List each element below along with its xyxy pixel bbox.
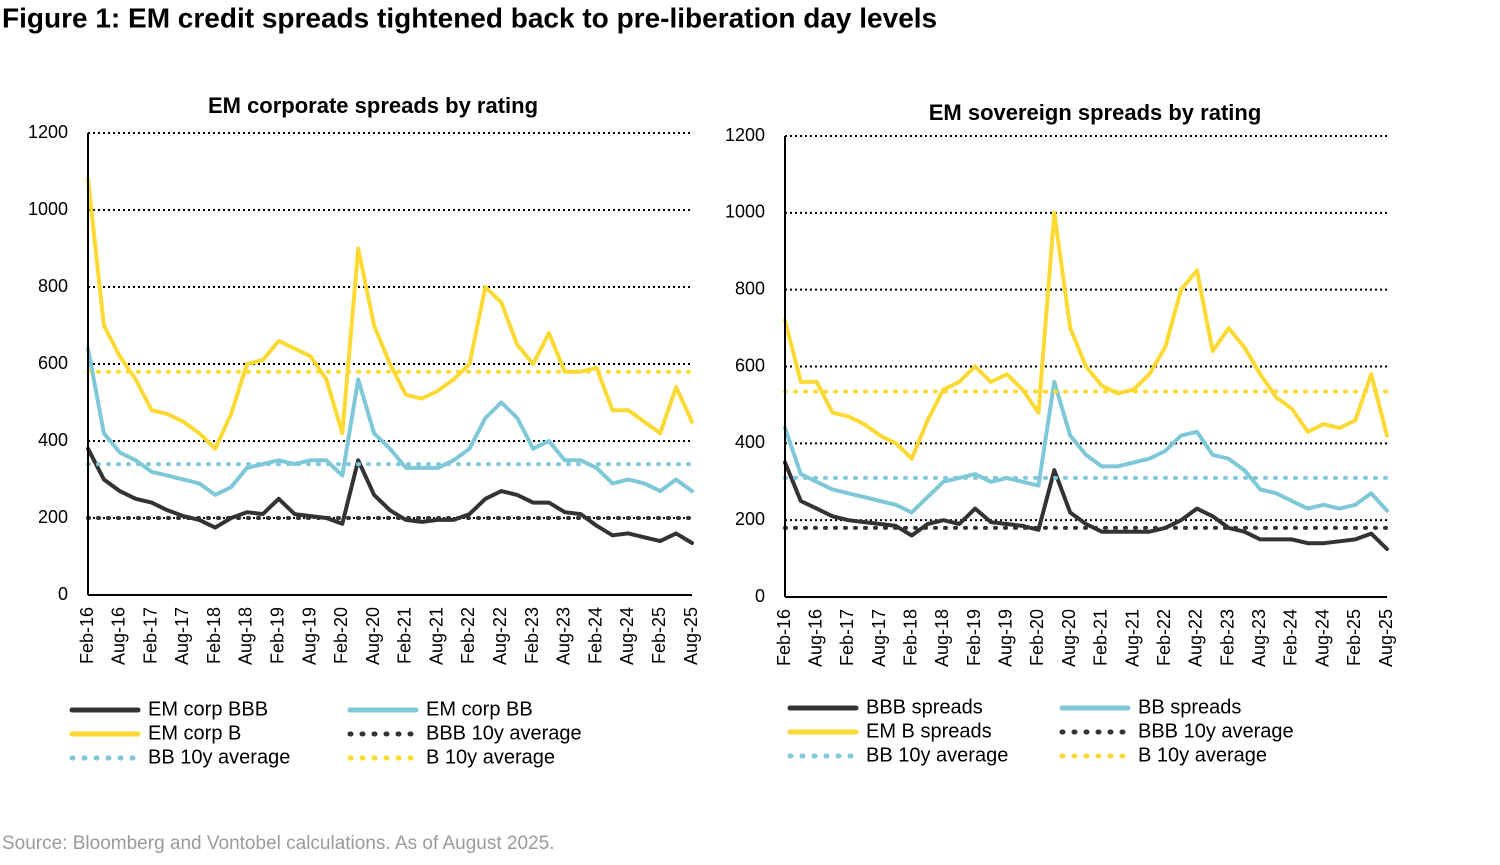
x-tick-label: Feb-22 (1154, 609, 1174, 666)
x-tick-label: Feb-25 (649, 607, 669, 664)
x-tick-label: Aug-22 (1186, 609, 1206, 667)
y-tick-label: 200 (735, 509, 765, 529)
x-tick-label: Aug-24 (617, 607, 637, 665)
x-tick-label: Feb-22 (458, 607, 478, 664)
y-tick-label: 1200 (28, 122, 68, 142)
x-tick-label: Aug-20 (1059, 609, 1079, 667)
chart-title: EM sovereign spreads by rating (929, 100, 1262, 125)
legend-label: B 10y average (1138, 744, 1267, 766)
legend-label: BBB spreads (866, 696, 983, 718)
x-tick-label: Aug-18 (932, 609, 952, 667)
y-tick-label: 1000 (725, 202, 765, 222)
x-tick-label: Feb-23 (1217, 609, 1237, 666)
x-tick-label: Feb-25 (1344, 609, 1364, 666)
y-tick-label: 400 (735, 432, 765, 452)
x-tick-label: Feb-19 (964, 609, 984, 666)
series-line (86, 346, 694, 497)
x-tick-label: Aug-23 (1249, 609, 1269, 667)
x-tick-label: Aug-17 (172, 607, 192, 665)
x-tick-label: Aug-21 (426, 607, 446, 665)
x-tick-label: Feb-24 (1281, 609, 1301, 666)
legend-label: EM corp BBB (148, 698, 268, 720)
x-tick-label: Aug-23 (554, 607, 574, 665)
legend-label: B 10y average (426, 746, 555, 768)
series-line (783, 210, 1389, 461)
x-tick-label: Feb-17 (837, 609, 857, 666)
x-tick-label: Aug-16 (109, 607, 129, 665)
x-tick-label: Aug-20 (363, 607, 383, 665)
y-tick-label: 1200 (725, 125, 765, 145)
x-tick-label: Aug-22 (490, 607, 510, 665)
series-line (783, 460, 1389, 551)
x-tick-label: Aug-25 (681, 607, 701, 665)
x-tick-label: Feb-24 (585, 607, 605, 664)
x-tick-label: Aug-24 (1312, 609, 1332, 667)
legend-label: BB spreads (1138, 696, 1241, 718)
legend-label: EM B spreads (866, 720, 992, 742)
x-tick-label: Aug-21 (1122, 609, 1142, 667)
y-tick-label: 0 (755, 586, 765, 606)
y-tick-label: 600 (38, 353, 68, 373)
x-tick-label: Feb-16 (774, 609, 794, 666)
x-tick-label: Aug-25 (1376, 609, 1396, 667)
source-note: Source: Bloomberg and Vontobel calculati… (2, 833, 554, 854)
legend-label: BB 10y average (866, 744, 1008, 766)
x-tick-label: Feb-20 (1027, 609, 1047, 666)
legend-label: BB 10y average (148, 746, 290, 768)
x-tick-label: Feb-18 (204, 607, 224, 664)
x-tick-label: Aug-19 (996, 609, 1016, 667)
y-tick-label: 800 (38, 276, 68, 296)
x-tick-label: Feb-21 (1091, 609, 1111, 666)
y-tick-label: 800 (735, 278, 765, 298)
chart-title: EM corporate spreads by rating (208, 93, 538, 118)
x-tick-label: Feb-16 (77, 607, 97, 664)
x-tick-label: Feb-23 (522, 607, 542, 664)
y-tick-label: 1000 (28, 199, 68, 219)
legend-label: BBB 10y average (1138, 720, 1294, 742)
figure-title: Figure 1: EM credit spreads tightened ba… (2, 2, 937, 33)
series-line (783, 379, 1389, 515)
x-tick-label: Aug-18 (236, 607, 256, 665)
series-line (86, 177, 694, 451)
legend-label: EM corp BB (426, 698, 533, 720)
x-tick-label: Feb-20 (331, 607, 351, 664)
y-tick-label: 600 (735, 355, 765, 375)
legend-label: BBB 10y average (426, 722, 582, 744)
y-tick-label: 200 (38, 507, 68, 527)
x-tick-label: Aug-19 (299, 607, 319, 665)
y-tick-label: 400 (38, 430, 68, 450)
x-tick-label: Aug-17 (869, 609, 889, 667)
x-tick-label: Feb-19 (267, 607, 287, 664)
x-tick-label: Feb-21 (395, 607, 415, 664)
legend-label: EM corp B (148, 722, 241, 744)
x-tick-label: Feb-18 (900, 609, 920, 666)
y-tick-label: 0 (58, 584, 68, 604)
x-tick-label: Aug-16 (805, 609, 825, 667)
x-tick-label: Feb-17 (140, 607, 160, 664)
